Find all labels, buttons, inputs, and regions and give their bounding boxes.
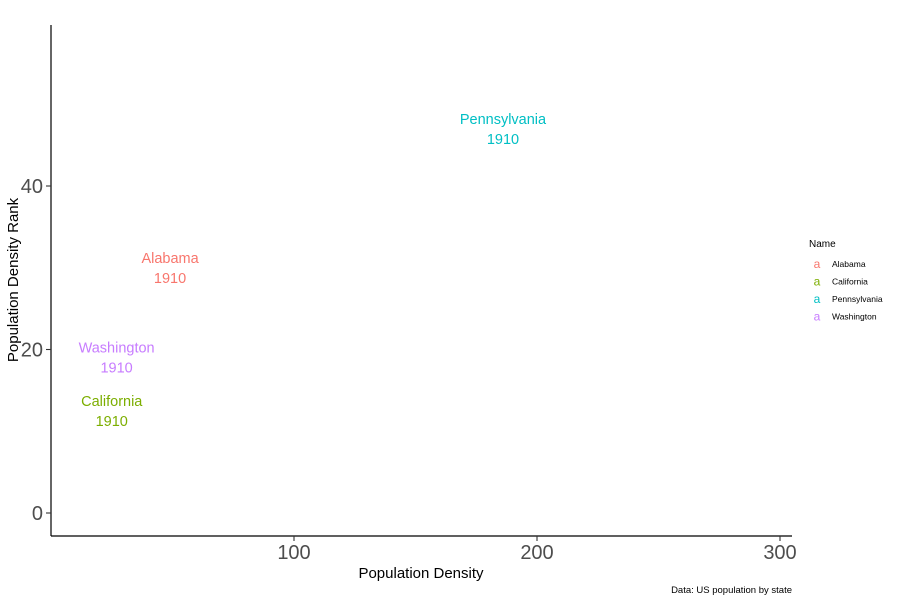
point-year-label: 1910 (154, 271, 186, 287)
x-tick-label: 200 (520, 542, 553, 564)
legend-key-glyph: a (814, 310, 821, 324)
point-year-label: 1910 (487, 132, 519, 148)
y-axis-ticks: 0 20 40 (21, 176, 51, 525)
y-tick-label: 0 (32, 503, 43, 525)
legend-label: California (832, 277, 868, 287)
x-axis-title: Population Density (358, 565, 484, 582)
x-tick-label: 300 (763, 542, 796, 564)
legend-title: Name (809, 239, 836, 250)
data-point-washington: Washington 1910 (79, 341, 155, 377)
y-tick-label: 20 (21, 340, 43, 362)
point-name-label: Washington (79, 341, 155, 357)
legend-label: Pennsylvania (832, 294, 883, 304)
y-axis-title: Population Density Rank (5, 197, 22, 362)
legend-key-glyph: a (814, 292, 821, 306)
x-tick-label: 100 (277, 542, 310, 564)
y-tick-label: 40 (21, 176, 43, 198)
data-point-california: California 1910 (81, 394, 143, 430)
legend-item-pennsylvania: a Pennsylvania (814, 292, 883, 306)
data-point-alabama: Alabama 1910 (141, 251, 199, 287)
legend-label: Alabama (832, 259, 866, 269)
point-name-label: California (81, 394, 143, 410)
legend: Name a Alabama a California a Pennsylvania a Wa… (809, 239, 883, 324)
legend-item-washington: a Washington (814, 310, 877, 324)
legend-item-california: a California (814, 275, 869, 289)
point-name-label: Pennsylvania (460, 112, 547, 128)
x-axis-ticks: 100 200 300 (277, 536, 797, 564)
data-point-pennsylvania: Pennsylvania 1910 (460, 112, 547, 148)
legend-item-alabama: a Alabama (814, 257, 866, 271)
point-year-label: 1910 (100, 361, 132, 377)
legend-key-glyph: a (814, 257, 821, 271)
legend-key-glyph: a (814, 275, 821, 289)
legend-label: Washington (832, 312, 877, 322)
data-labels: Alabama 1910 California 1910 Pennsylvania 191… (79, 112, 547, 430)
point-name-label: Alabama (141, 251, 199, 267)
caption: Data: US population by state (671, 585, 792, 596)
point-year-label: 1910 (96, 414, 128, 430)
